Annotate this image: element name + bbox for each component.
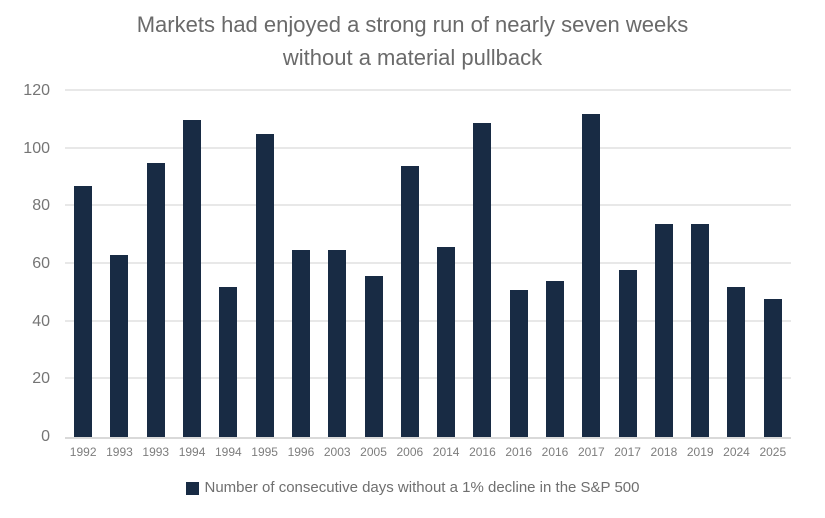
bar-slot [283, 91, 319, 437]
bar-2019-17 [691, 223, 710, 437]
x-axis: 1992 1993 1993 1994 1994 1995 1996 2003 2005 2006… [65, 445, 791, 460]
x-tick-label: 2018 [650, 445, 678, 459]
x-tick-label: 2016 [541, 445, 569, 459]
gridline [65, 146, 791, 149]
bar-slot [646, 91, 682, 437]
bar-slot [537, 91, 573, 437]
y-tick-label: 60 [32, 255, 50, 272]
bar-2006-9 [400, 165, 419, 437]
x-tick-label: 2016 [469, 445, 496, 459]
y-tick-label: 120 [23, 82, 50, 99]
bar-2016-13 [546, 281, 564, 437]
bar-slot [319, 91, 355, 437]
bar-slot [246, 91, 282, 437]
x-tick-label: 1994 [214, 445, 242, 459]
x-tick-label: 1993 [106, 445, 133, 459]
plot-area [65, 89, 791, 439]
y-axis: 0 20 40 60 80 100 120 [0, 83, 50, 445]
x-tick-label: 2017 [614, 445, 641, 459]
bar-slot [464, 91, 500, 437]
y-tick-label: 40 [32, 312, 50, 330]
bar-1994-3 [183, 119, 202, 437]
x-tick-label: 1995 [251, 445, 278, 459]
legend-label: Number of consecutive days without a 1% … [204, 479, 640, 496]
gridline [65, 204, 791, 207]
bar-2025-19 [763, 298, 782, 437]
bar-slot [174, 91, 210, 437]
y-tick-label: 20 [32, 370, 50, 388]
y-tick-label: 100 [23, 139, 50, 157]
x-tick-label: 2005 [360, 445, 387, 459]
bar-1992-0 [74, 186, 93, 437]
bar-1995-5 [255, 134, 274, 437]
x-tick-label: 2003 [323, 445, 351, 459]
x-tick-label: 2014 [432, 445, 460, 459]
bar-2018-16 [654, 223, 673, 437]
bar-slot [65, 91, 101, 437]
bar-2024-18 [727, 287, 746, 437]
bar-1993-2 [146, 163, 165, 437]
x-tick-label: 2025 [759, 445, 787, 459]
x-tick-label: 2016 [505, 445, 533, 459]
y-tick-label: 80 [32, 197, 50, 215]
bar-2016-12 [509, 289, 528, 437]
x-tick-label: 1992 [69, 445, 97, 459]
x-tick-label: 2006 [396, 445, 424, 459]
bar-slot [755, 91, 791, 437]
legend: Number of consecutive days without a 1% … [0, 479, 825, 497]
x-tick-label: 1996 [287, 445, 315, 459]
gridline [65, 377, 791, 380]
bar-slot [609, 91, 645, 437]
bars-group [65, 91, 791, 437]
bar-slot [392, 91, 428, 437]
legend-swatch-icon [185, 481, 199, 495]
bar-2016-11 [473, 122, 492, 437]
bar-2003-7 [328, 249, 347, 437]
bar-2017-14 [582, 114, 601, 437]
chart-title-line1: Markets had enjoyed a strong run of near… [136, 12, 689, 37]
bar-slot [355, 91, 391, 437]
x-tick-label: 1994 [178, 445, 206, 459]
x-tick-label: 2017 [577, 445, 605, 459]
bar-1994-4 [219, 287, 238, 437]
chart-title-line2: without a material pullback [282, 45, 543, 70]
bar-2005-8 [364, 275, 383, 437]
chart-title: Markets had enjoyed a strong run of near… [0, 8, 825, 74]
gridline [65, 262, 791, 264]
bar-slot [210, 91, 246, 437]
y-tick-label: 0 [41, 428, 50, 445]
bar-slot [428, 91, 464, 437]
x-tick-label: 2024 [723, 445, 750, 459]
bar-slot [138, 91, 174, 437]
gridline [65, 89, 791, 91]
x-tick-label: 2019 [686, 445, 714, 459]
bar-2014-10 [437, 246, 456, 437]
gridline [65, 319, 791, 322]
bar-slot [718, 91, 754, 437]
x-tick-label: 1993 [142, 445, 170, 459]
bar-2017-15 [618, 269, 637, 437]
bar-slot [682, 91, 718, 437]
bar-slot [101, 91, 137, 437]
bar-1996-6 [291, 249, 310, 437]
bar-1993-1 [110, 255, 129, 437]
bar-slot [501, 91, 537, 437]
bar-slot [573, 91, 609, 437]
